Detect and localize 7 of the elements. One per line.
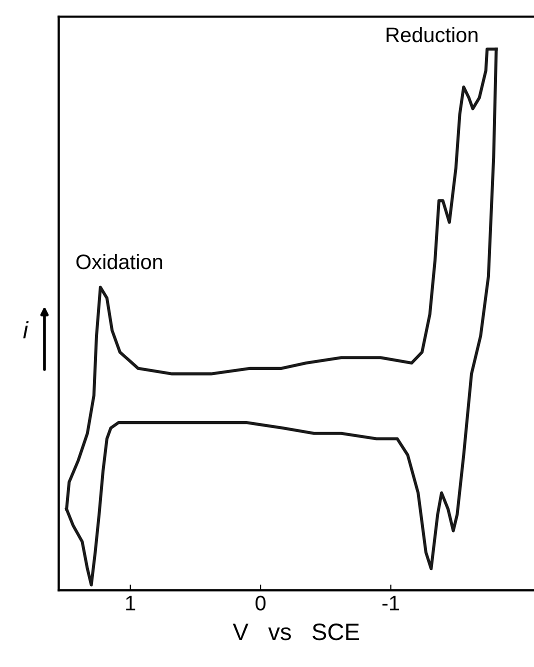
x-tick-label: 1: [126, 596, 136, 610]
y-axis-title: i: [23, 321, 29, 338]
x-tick-label: 0: [256, 596, 266, 610]
annotation: Reduction: [386, 26, 478, 42]
x-axis-title: V vs SCE: [232, 624, 359, 640]
annotation: Oxidation: [76, 254, 162, 270]
x-tick-label: -1: [382, 596, 400, 610]
